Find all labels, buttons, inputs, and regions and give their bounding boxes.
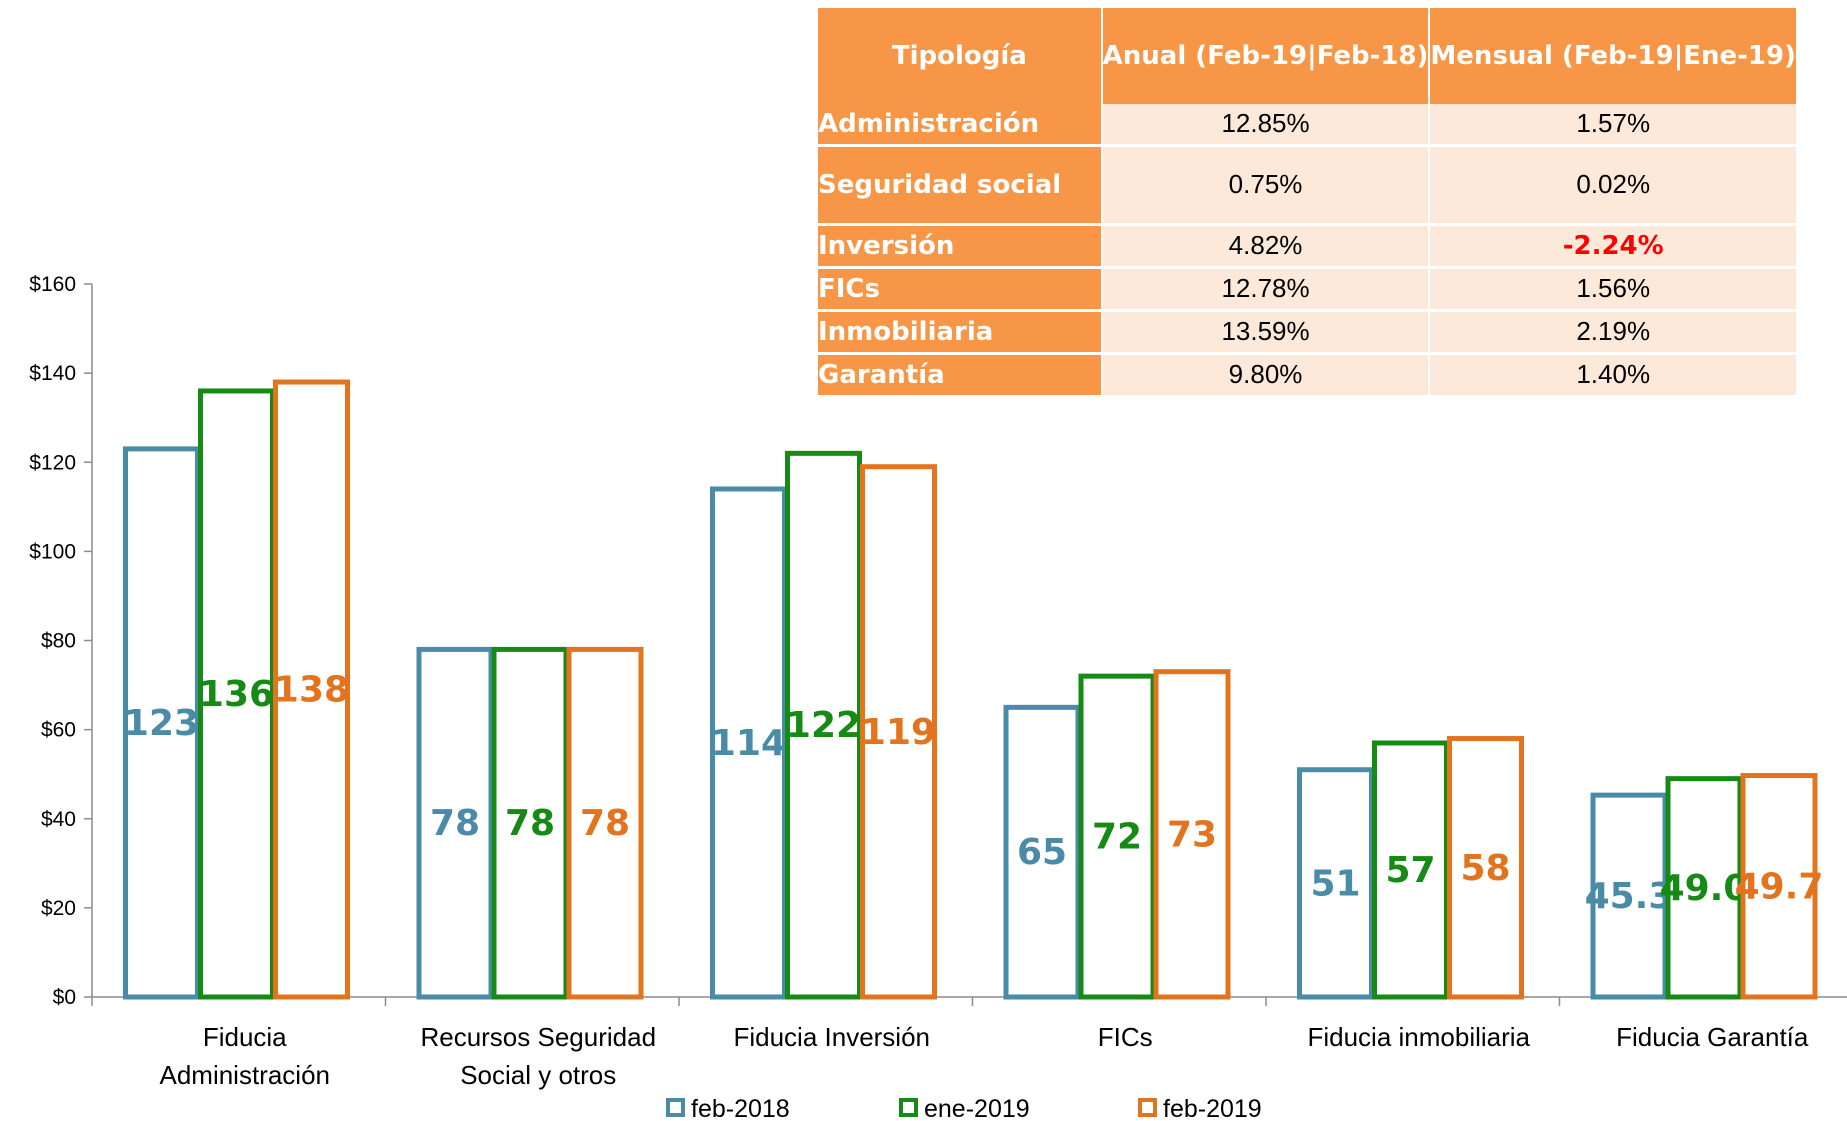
- data-label: 119: [861, 712, 936, 753]
- y-tick-label: $120: [29, 451, 76, 474]
- table-header-row: Tipología Anual (Feb-19|Feb-18) Mensual …: [818, 8, 1796, 104]
- table-row: Administración 12.85% 1.57%: [818, 104, 1796, 147]
- bar-feb-2018: [1297, 767, 1374, 1000]
- anual-value: 13.59%: [1101, 310, 1431, 355]
- data-label: 114: [711, 723, 786, 764]
- data-label: 136: [199, 674, 274, 715]
- mensual-value-negative: -2.24%: [1429, 224, 1796, 269]
- row-label: Inversión: [818, 224, 1103, 269]
- table-row: FICs 12.78% 1.56%: [818, 267, 1796, 312]
- anual-value: 12.78%: [1101, 267, 1431, 312]
- row-label: Garantía: [818, 353, 1103, 398]
- legend-label: feb-2018: [691, 1095, 790, 1121]
- x-category-label: Fiducia Garantía: [1616, 1022, 1809, 1052]
- y-tick-label: $40: [41, 808, 76, 831]
- growth-table: Tipología Anual (Feb-19|Feb-18) Mensual …: [818, 8, 1796, 398]
- bar-feb-2018: [416, 646, 494, 1000]
- y-tick-label: $60: [41, 719, 76, 742]
- row-label: Inmobiliaria: [818, 310, 1103, 355]
- mensual-value: 1.40%: [1429, 353, 1796, 398]
- y-tick-label: $0: [53, 986, 76, 1009]
- mensual-value: 2.19%: [1429, 310, 1796, 355]
- data-label: 138: [274, 670, 349, 711]
- bar-ene-2019: [1372, 740, 1449, 1000]
- mensual-value: 0.02%: [1429, 145, 1796, 226]
- anual-value: 12.85%: [1101, 104, 1431, 147]
- row-label: FICs: [818, 267, 1103, 312]
- bar-feb-2019: [1447, 736, 1524, 1000]
- x-category-label: Administración: [159, 1060, 330, 1090]
- bar-feb-2018: [1003, 704, 1081, 1000]
- data-label: 73: [1167, 814, 1217, 855]
- legend-swatch-feb-2019: [1138, 1098, 1157, 1117]
- data-label: 49.7: [1735, 866, 1824, 907]
- legend-label: ene-2019: [924, 1095, 1030, 1121]
- anual-value: 0.75%: [1101, 145, 1431, 226]
- bar-ene-2019: [491, 646, 569, 1000]
- data-label: 78: [580, 803, 630, 844]
- y-tick-label: $140: [29, 362, 76, 385]
- legend-swatch-feb-2018: [666, 1098, 685, 1117]
- bar-ene-2019: [198, 388, 275, 1000]
- bar-feb-2018: [710, 486, 787, 1000]
- anual-value: 4.82%: [1101, 224, 1431, 269]
- mensual-value: 1.56%: [1429, 267, 1796, 312]
- data-label: 65: [1017, 832, 1067, 873]
- data-label: 78: [430, 803, 480, 844]
- table-row: Inversión 4.82% -2.24%: [818, 224, 1796, 269]
- bar-feb-2019: [273, 379, 350, 1000]
- bar-feb-2019: [1153, 669, 1231, 1000]
- x-category-label: Social y otros: [460, 1060, 616, 1090]
- anual-value: 9.80%: [1101, 353, 1431, 398]
- header-anual: Anual (Feb-19|Feb-18): [1101, 8, 1431, 104]
- row-label: Seguridad social: [818, 145, 1103, 226]
- x-category-label: Fiducia Inversión: [733, 1022, 930, 1052]
- mensual-value: 1.57%: [1429, 104, 1796, 147]
- x-category-label: Fiducia: [203, 1022, 287, 1052]
- legend-label: feb-2019: [1163, 1095, 1262, 1121]
- x-category-label: FICs: [1098, 1022, 1153, 1052]
- x-category-label: Recursos Seguridad: [420, 1022, 656, 1052]
- data-label: 123: [124, 703, 199, 744]
- bar-ene-2019: [1665, 776, 1743, 1000]
- table-row: Seguridad social 0.75% 0.02%: [818, 145, 1796, 226]
- table-row: Garantía 9.80% 1.40%: [818, 353, 1796, 398]
- data-label: 58: [1460, 848, 1510, 889]
- y-tick-label: $20: [41, 897, 76, 920]
- y-tick-label: $80: [41, 630, 76, 653]
- bar-feb-2018: [1590, 792, 1668, 1000]
- y-tick-label: $160: [29, 273, 76, 296]
- legend-swatch-ene-2019: [899, 1098, 918, 1117]
- data-label: 78: [505, 803, 555, 844]
- table-row: Inmobiliaria 13.59% 2.19%: [818, 310, 1796, 355]
- data-label: 57: [1385, 850, 1435, 891]
- header-tipologia: Tipología: [818, 8, 1103, 104]
- data-label: 122: [786, 705, 861, 746]
- data-label: 49.0: [1660, 868, 1749, 909]
- row-label: Administración: [818, 104, 1103, 147]
- data-label: 51: [1310, 863, 1360, 904]
- data-label: 45.3: [1585, 876, 1674, 917]
- bar-feb-2019: [1740, 773, 1818, 1000]
- bar-feb-2019: [860, 464, 937, 1000]
- y-tick-label: $100: [29, 540, 76, 563]
- bar-ene-2019: [785, 450, 862, 1000]
- data-label: 72: [1092, 817, 1142, 858]
- bar-feb-2019: [566, 646, 644, 1000]
- bar-ene-2019: [1078, 673, 1156, 1000]
- x-category-label: Fiducia inmobiliaria: [1307, 1022, 1530, 1052]
- header-mensual: Mensual (Feb-19|Ene-19): [1429, 8, 1796, 104]
- bar-feb-2018: [123, 446, 200, 1000]
